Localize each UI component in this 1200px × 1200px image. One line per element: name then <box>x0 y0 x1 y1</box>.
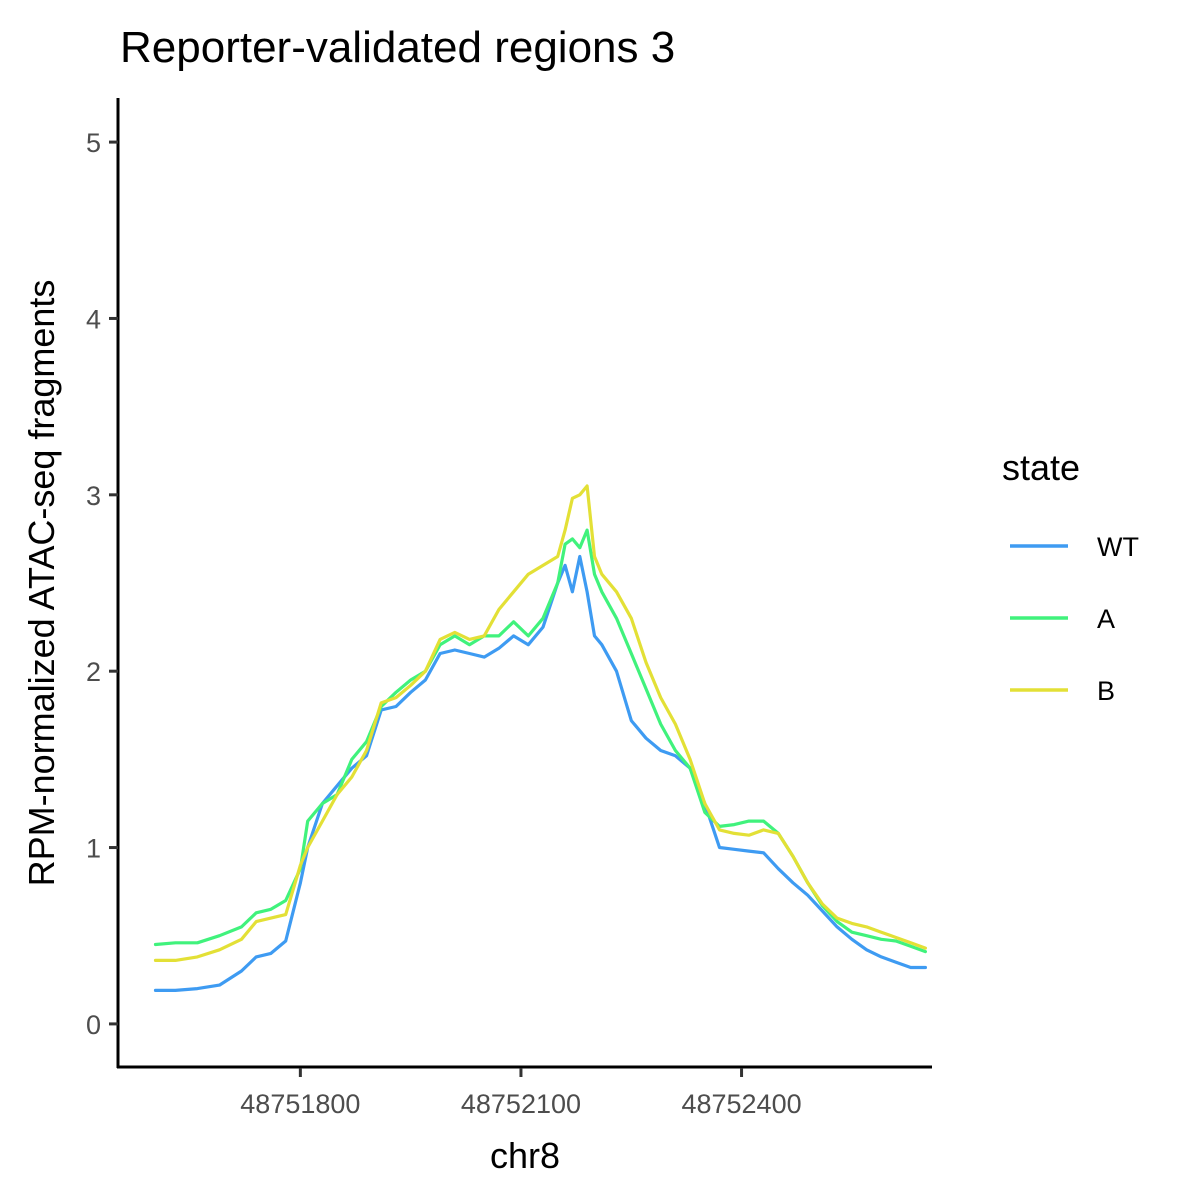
y-axis-title: RPM-normalized ATAC-seq fragments <box>21 280 62 887</box>
legend-label-wt: WT <box>1097 532 1139 562</box>
legend-label-a: A <box>1097 604 1115 634</box>
x-axis-title: chr8 <box>490 1135 560 1176</box>
y-tick-label: 0 <box>86 1010 101 1040</box>
legend: state WT A B <box>1002 447 1139 706</box>
y-tick-label: 2 <box>86 657 101 687</box>
y-axis-ticks: 0 1 2 3 4 5 <box>86 128 118 1040</box>
x-tick-label: 48751800 <box>240 1089 360 1119</box>
legend-title: state <box>1002 447 1080 488</box>
x-axis-ticks: 48751800 48752100 48752400 <box>240 1068 802 1119</box>
y-tick-label: 5 <box>86 128 101 158</box>
chart-title: Reporter-validated regions 3 <box>120 23 675 72</box>
y-tick-label: 3 <box>86 481 101 511</box>
x-tick-label: 48752100 <box>461 1089 581 1119</box>
legend-label-b: B <box>1097 676 1115 706</box>
x-tick-label: 48752400 <box>681 1089 801 1119</box>
y-tick-label: 1 <box>86 834 101 864</box>
series-line-b <box>153 484 928 963</box>
series-lines <box>153 484 928 993</box>
y-tick-label: 4 <box>86 304 101 334</box>
